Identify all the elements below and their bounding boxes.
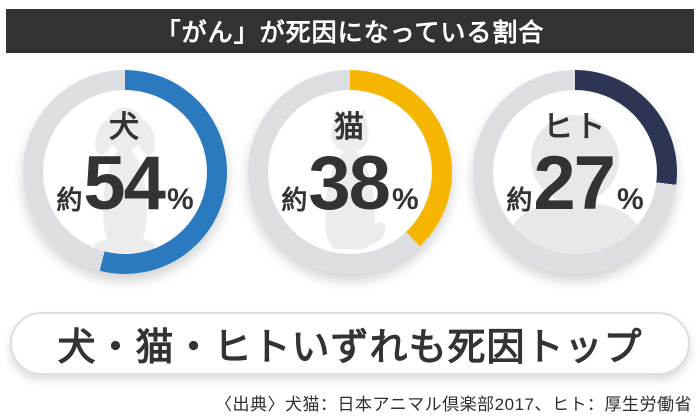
donut-approx-prefix: 約 xyxy=(506,184,533,215)
donut-inner-dog: 犬 約 54 % xyxy=(43,90,207,254)
source-citation: 〈出典〉犬猫：日本アニマル倶楽部2017、ヒト：厚生労働省 xyxy=(215,395,692,414)
person-silhouette-icon xyxy=(493,90,657,254)
conclusion-text: 犬・猫・ヒトいずれも死因トップ xyxy=(57,327,643,369)
donut-chart-human: ヒト 約 27 % xyxy=(473,70,677,274)
donut-value-cat: 約 38 % xyxy=(281,140,419,226)
dog-silhouette-icon xyxy=(43,90,207,254)
donut-chart-cat: 猫 約 38 % xyxy=(248,70,452,274)
donut-inner-cat: 猫 約 38 % xyxy=(268,90,432,254)
donut-percent-number: 27 xyxy=(533,140,616,226)
donut-text-human: ヒト 約 27 % xyxy=(506,111,643,222)
donut-chart-row: 犬 約 54 % xyxy=(0,70,700,274)
donut-percent-number: 54 xyxy=(83,140,166,226)
conclusion-banner: 犬・猫・ヒトいずれも死因トップ xyxy=(10,312,690,375)
page-title: 「がん」が死因になっている割合 xyxy=(155,19,545,47)
donut-label-dog: 犬 xyxy=(109,110,141,144)
donut-chart-dog: 犬 約 54 % xyxy=(23,70,227,274)
donut-label-cat: 猫 xyxy=(334,110,366,144)
donut-value-dog: 約 54 % xyxy=(56,140,194,226)
donut-text-dog: 犬 約 54 % xyxy=(56,111,193,222)
donut-percent-unit: % xyxy=(616,182,644,216)
donut-percent-number: 38 xyxy=(308,140,391,226)
header-bar: 「がん」が死因になっている割合 xyxy=(6,9,694,53)
cat-silhouette-icon xyxy=(268,90,432,254)
donut-value-human: 約 27 % xyxy=(506,140,644,226)
donut-percent-unit: % xyxy=(166,182,194,216)
donut-inner-human: ヒト 約 27 % xyxy=(493,90,657,254)
donut-percent-unit: % xyxy=(391,182,419,216)
donut-label-human: ヒト xyxy=(543,110,607,144)
donut-text-cat: 猫 約 38 % xyxy=(281,111,418,222)
donut-approx-prefix: 約 xyxy=(56,184,83,215)
donut-approx-prefix: 約 xyxy=(281,184,308,215)
